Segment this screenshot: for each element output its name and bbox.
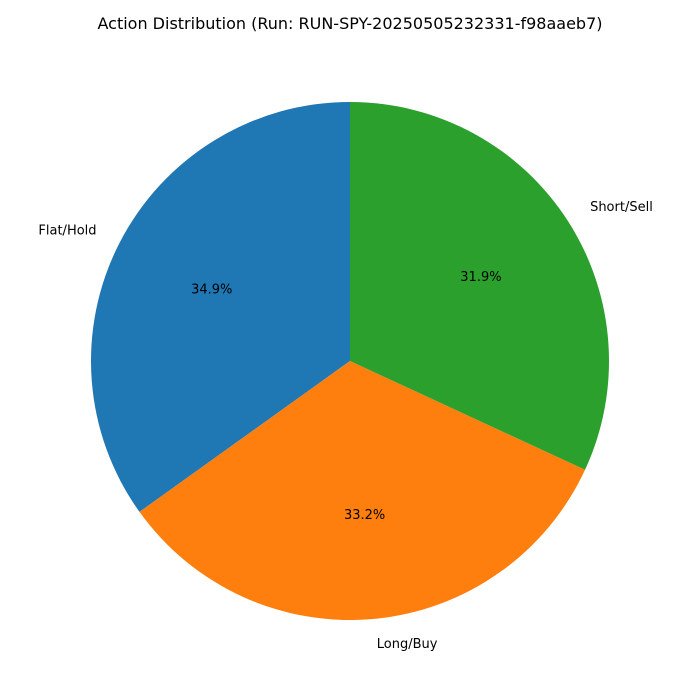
pie-slice-short-sell bbox=[350, 102, 609, 470]
slice-percentage-label: 34.9% bbox=[191, 283, 232, 298]
pie-slice-long-buy bbox=[139, 361, 586, 621]
slice-percentage-label: 31.9% bbox=[460, 270, 501, 285]
pie-slices bbox=[90, 102, 609, 621]
slice-label: Flat/Hold bbox=[38, 223, 96, 238]
chart-title: Action Distribution (Run: RUN-SPY-202505… bbox=[97, 14, 602, 33]
slice-label: Long/Buy bbox=[377, 637, 438, 652]
pie-slice-flat-hold bbox=[90, 102, 351, 512]
pie-labels: Flat/Hold 34.9% Long/Buy 33.2% Short/Sell 31.… bbox=[38, 200, 652, 652]
slice-label: Short/Sell bbox=[590, 200, 653, 215]
slice-percentage-label: 33.2% bbox=[344, 508, 385, 523]
